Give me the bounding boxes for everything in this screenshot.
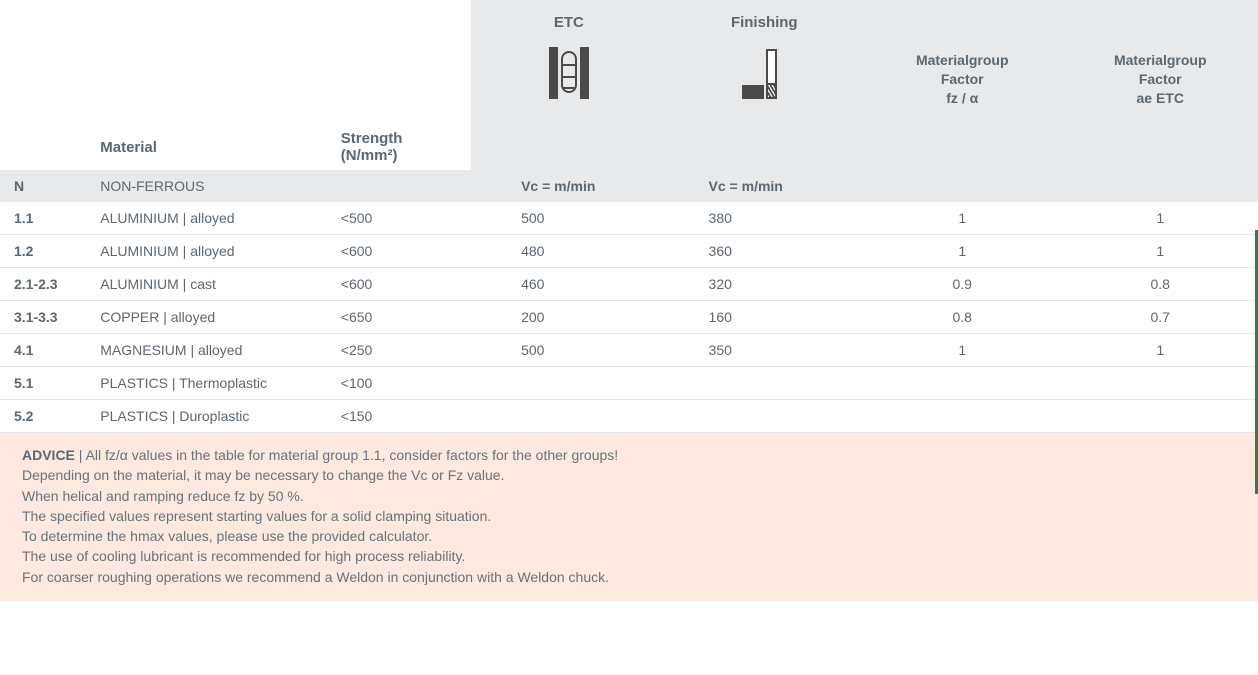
row-material: MAGNESIUM | alloyed bbox=[100, 334, 341, 367]
row-etc-value: 500 bbox=[471, 202, 666, 235]
row-strength: <650 bbox=[341, 301, 471, 334]
row-strength: <500 bbox=[341, 202, 471, 235]
row-etc-value: 460 bbox=[471, 268, 666, 301]
row-material: PLASTICS | Duroplastic bbox=[100, 400, 341, 433]
table-row: 4.1MAGNESIUM | alloyed<25050035011 bbox=[0, 334, 1258, 367]
row-material: ALUMINIUM | alloyed bbox=[100, 202, 341, 235]
row-finishing-value bbox=[667, 400, 862, 433]
advice-title: ADVICE bbox=[22, 447, 75, 463]
vc-unit-finishing: Vc = m/min bbox=[667, 170, 862, 202]
row-code: 2.1-2.3 bbox=[0, 268, 100, 301]
row-finishing-value: 350 bbox=[667, 334, 862, 367]
row-strength: <150 bbox=[341, 400, 471, 433]
row-etc-value: 500 bbox=[471, 334, 666, 367]
table-row: 2.1-2.3ALUMINIUM | cast<6004603200.90.8 bbox=[0, 268, 1258, 301]
table-row: 3.1-3.3COPPER | alloyed<6502001600.80.7 bbox=[0, 301, 1258, 334]
row-factor-fz: 1 bbox=[862, 334, 1062, 367]
row-finishing-value: 360 bbox=[667, 235, 862, 268]
row-code: 4.1 bbox=[0, 334, 100, 367]
row-material: ALUMINIUM | alloyed bbox=[100, 235, 341, 268]
row-factor-ae: 1 bbox=[1062, 235, 1258, 268]
table-row: 5.1PLASTICS | Thermoplastic<100 bbox=[0, 367, 1258, 400]
group-name: NON-FERROUS bbox=[100, 170, 341, 202]
row-etc-value: 200 bbox=[471, 301, 666, 334]
row-code: 1.1 bbox=[0, 202, 100, 235]
row-factor-ae: 0.8 bbox=[1062, 268, 1258, 301]
row-factor-ae bbox=[1062, 367, 1258, 400]
row-finishing-value bbox=[667, 367, 862, 400]
row-strength: <600 bbox=[341, 268, 471, 301]
row-strength: <250 bbox=[341, 334, 471, 367]
finishing-operation-icon bbox=[742, 47, 786, 99]
row-factor-ae: 0.7 bbox=[1062, 301, 1258, 334]
column-header-material: Material bbox=[100, 120, 341, 170]
row-etc-value bbox=[471, 367, 666, 400]
column-header-factor-fz: Materialgroup Factor fz / α bbox=[862, 39, 1062, 120]
etc-operation-icon bbox=[546, 47, 592, 99]
row-factor-ae bbox=[1062, 400, 1258, 433]
row-code: 3.1-3.3 bbox=[0, 301, 100, 334]
row-factor-ae: 1 bbox=[1062, 202, 1258, 235]
row-factor-ae: 1 bbox=[1062, 334, 1258, 367]
row-factor-fz: 1 bbox=[862, 235, 1062, 268]
row-code: 5.1 bbox=[0, 367, 100, 400]
table-row: 1.1ALUMINIUM | alloyed<50050038011 bbox=[0, 202, 1258, 235]
row-code: 5.2 bbox=[0, 400, 100, 433]
row-etc-value bbox=[471, 400, 666, 433]
row-finishing-value: 380 bbox=[667, 202, 862, 235]
row-finishing-value: 320 bbox=[667, 268, 862, 301]
row-material: COPPER | alloyed bbox=[100, 301, 341, 334]
row-material: ALUMINIUM | cast bbox=[100, 268, 341, 301]
row-factor-fz bbox=[862, 400, 1062, 433]
row-strength: <100 bbox=[341, 367, 471, 400]
material-group-header: N NON-FERROUS Vc = m/min Vc = m/min bbox=[0, 170, 1258, 202]
table-row: 5.2PLASTICS | Duroplastic<150 bbox=[0, 400, 1258, 433]
group-code: N bbox=[0, 170, 100, 202]
row-material: PLASTICS | Thermoplastic bbox=[100, 367, 341, 400]
row-finishing-value: 160 bbox=[667, 301, 862, 334]
row-factor-fz: 1 bbox=[862, 202, 1062, 235]
column-header-finishing: Finishing bbox=[667, 0, 862, 39]
advice-box: ADVICE | All fz/α values in the table fo… bbox=[0, 433, 1258, 601]
row-factor-fz bbox=[862, 367, 1062, 400]
table-row: 1.2ALUMINIUM | alloyed<60048036011 bbox=[0, 235, 1258, 268]
row-factor-fz: 0.8 bbox=[862, 301, 1062, 334]
row-code: 1.2 bbox=[0, 235, 100, 268]
row-etc-value: 480 bbox=[471, 235, 666, 268]
column-header-etc: ETC bbox=[471, 0, 666, 39]
row-factor-fz: 0.9 bbox=[862, 268, 1062, 301]
column-header-factor-ae: Materialgroup Factor ae ETC bbox=[1062, 39, 1258, 120]
cutting-data-table: ETC Finishing Materialgroup Factor fz / … bbox=[0, 0, 1258, 433]
vc-unit-etc: Vc = m/min bbox=[471, 170, 666, 202]
column-header-strength: Strength (N/mm²) bbox=[341, 120, 471, 170]
row-strength: <600 bbox=[341, 235, 471, 268]
